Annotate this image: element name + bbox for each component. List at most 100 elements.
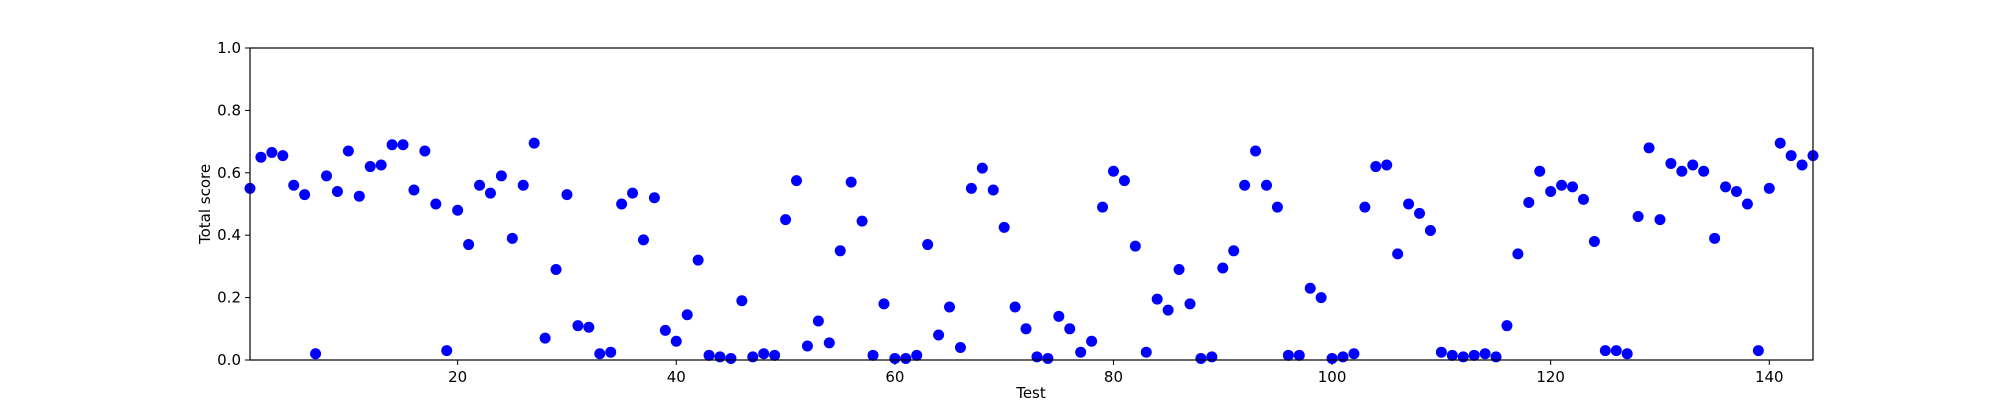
data-point xyxy=(998,221,1010,233)
data-point xyxy=(1599,345,1611,357)
data-point xyxy=(1239,179,1251,191)
data-point xyxy=(1435,346,1447,358)
x-tick-label: 40 xyxy=(667,368,686,386)
data-point xyxy=(1621,348,1633,360)
data-point xyxy=(1293,349,1305,361)
data-point xyxy=(648,192,660,204)
data-point xyxy=(736,295,748,307)
x-tick-label: 120 xyxy=(1536,368,1565,386)
data-point xyxy=(681,309,693,321)
data-point xyxy=(1446,349,1458,361)
y-tick-label: 1.0 xyxy=(217,39,241,57)
data-point xyxy=(1326,352,1338,364)
data-point xyxy=(1468,349,1480,361)
data-point xyxy=(1042,352,1054,364)
data-point xyxy=(1490,351,1502,363)
data-point xyxy=(1348,348,1360,360)
y-tick-label: 0.2 xyxy=(217,289,241,307)
data-point xyxy=(342,145,354,157)
data-point xyxy=(255,151,267,163)
data-point xyxy=(1556,179,1568,191)
data-point xyxy=(845,176,857,188)
data-point xyxy=(801,340,813,352)
data-point xyxy=(572,320,584,332)
data-point xyxy=(1162,304,1174,316)
axis-ticks: 20 40 60 80 100 120 140 0.0 0.2 0.4 0.6 0.8 1.0 xyxy=(217,39,1783,386)
data-point xyxy=(1403,198,1415,210)
data-point xyxy=(484,187,496,199)
data-point xyxy=(1064,323,1076,335)
data-point xyxy=(1304,282,1316,294)
data-point xyxy=(1053,310,1065,322)
data-point xyxy=(856,215,868,227)
data-point xyxy=(1260,179,1272,191)
data-point xyxy=(386,139,398,151)
x-tick-label: 60 xyxy=(885,368,904,386)
data-point xyxy=(1097,201,1109,213)
data-point xyxy=(791,175,803,187)
data-point xyxy=(1107,165,1119,177)
data-point xyxy=(1665,157,1677,169)
data-point xyxy=(1654,214,1666,226)
data-point xyxy=(900,352,912,364)
data-point xyxy=(1763,182,1775,194)
data-point xyxy=(1730,186,1742,198)
data-point xyxy=(1250,145,1262,157)
data-point xyxy=(1610,345,1622,357)
data-point xyxy=(1271,201,1283,213)
data-point xyxy=(878,298,890,310)
data-point xyxy=(933,329,945,341)
data-point xyxy=(1315,292,1327,304)
data-point xyxy=(1359,201,1371,213)
x-axis-label: Test xyxy=(1015,384,1046,400)
data-point xyxy=(1228,245,1240,257)
data-point xyxy=(288,179,300,191)
data-point xyxy=(1414,207,1426,219)
x-tick-label: 20 xyxy=(448,368,467,386)
data-point xyxy=(976,162,988,174)
data-point xyxy=(1501,320,1513,332)
data-point xyxy=(1567,181,1579,193)
data-point xyxy=(1785,150,1797,162)
data-point xyxy=(1129,240,1141,252)
x-tick-label: 80 xyxy=(1104,368,1123,386)
data-point xyxy=(1381,159,1393,171)
data-point xyxy=(670,335,682,347)
data-point xyxy=(616,198,628,210)
data-points xyxy=(244,137,1819,364)
data-point xyxy=(867,349,879,361)
data-point xyxy=(310,348,322,360)
data-point xyxy=(627,187,639,199)
plot-frame xyxy=(249,47,1814,361)
data-point xyxy=(1676,165,1688,177)
data-point xyxy=(1075,346,1087,358)
data-point xyxy=(1534,165,1546,177)
data-point xyxy=(944,301,956,313)
data-point xyxy=(1698,165,1710,177)
data-point xyxy=(408,184,420,196)
data-point xyxy=(528,137,540,149)
data-point xyxy=(769,349,781,361)
data-point xyxy=(1752,345,1764,357)
data-point xyxy=(1643,142,1655,154)
data-point xyxy=(1195,352,1207,364)
data-point xyxy=(1118,175,1130,187)
data-point xyxy=(1512,248,1524,260)
data-point xyxy=(430,198,442,210)
data-point xyxy=(1720,181,1732,193)
data-point xyxy=(1588,235,1600,247)
data-point xyxy=(1217,262,1229,274)
data-point xyxy=(1457,351,1469,363)
data-point xyxy=(1523,196,1535,208)
y-tick-label: 0.6 xyxy=(217,164,241,182)
data-point xyxy=(375,159,387,171)
data-point xyxy=(1796,159,1808,171)
data-point xyxy=(419,145,431,157)
data-point xyxy=(397,139,409,151)
y-tick-label: 0.4 xyxy=(217,226,241,244)
data-point xyxy=(1370,161,1382,173)
data-point xyxy=(1687,159,1699,171)
data-point xyxy=(1337,351,1349,363)
